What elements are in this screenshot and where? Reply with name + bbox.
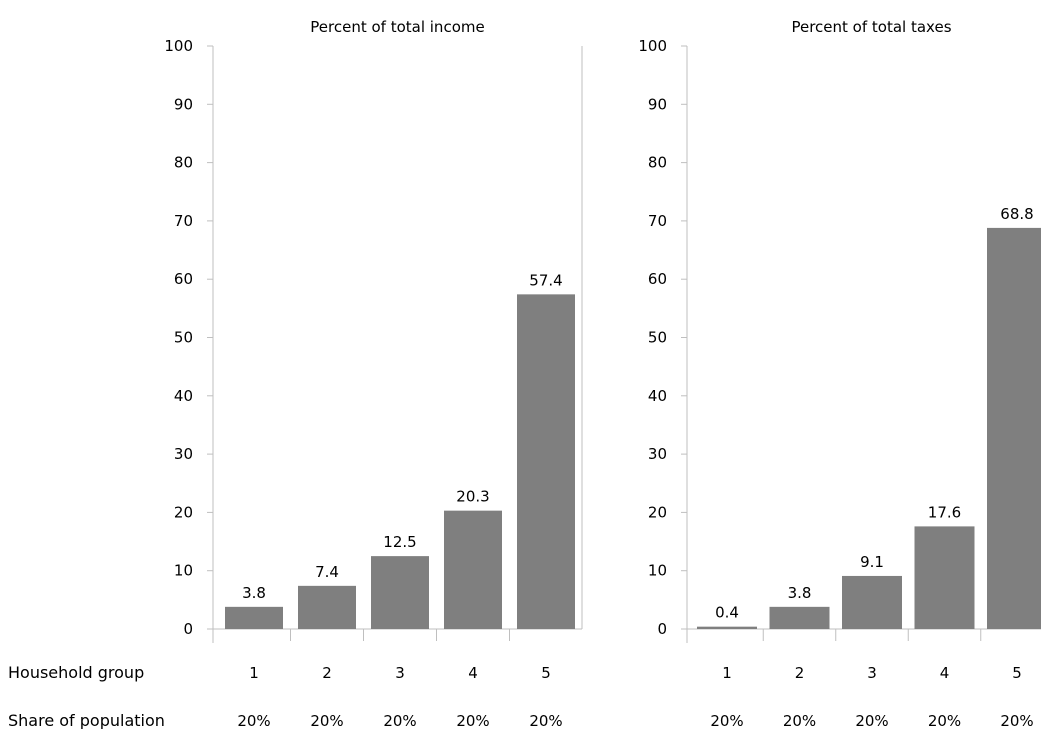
category-label: 5: [541, 664, 551, 682]
row-label-share-of-population: Share of population: [8, 711, 165, 729]
y-tick-label: 80: [648, 154, 667, 172]
share-label: 20%: [783, 712, 816, 729]
data-label: 9.1: [860, 553, 884, 571]
share-label: 20%: [710, 712, 743, 729]
y-tick-label: 90: [648, 95, 667, 113]
bar: [444, 510, 502, 629]
chart-title: Percent of total taxes: [791, 18, 951, 36]
category-label: 2: [322, 664, 332, 682]
bar: [371, 556, 429, 629]
data-label: 12.5: [383, 533, 416, 551]
bar: [517, 294, 575, 629]
row-label-household-group: Household group: [8, 663, 144, 682]
share-label: 20%: [855, 712, 888, 729]
y-tick-label: 70: [174, 212, 193, 230]
data-label: 7.4: [315, 563, 339, 581]
charts-group: Percent of total income01020304050607080…: [164, 18, 1041, 729]
y-tick-label: 50: [648, 329, 667, 347]
share-label: 20%: [237, 712, 270, 729]
data-label: 3.8: [788, 584, 812, 602]
y-tick-label: 50: [174, 329, 193, 347]
bar: [914, 526, 975, 629]
category-label: 5: [1012, 664, 1022, 682]
y-tick-label: 0: [657, 620, 667, 638]
share-label: 20%: [383, 712, 416, 729]
y-tick-label: 0: [183, 620, 193, 638]
share-label: 20%: [456, 712, 489, 729]
bar: [298, 585, 356, 629]
y-tick-label: 10: [648, 562, 667, 580]
bar: [225, 606, 283, 629]
chart-1: Percent of total income 0 10 20 30 40 50 60 70 80…: [164, 18, 583, 729]
category-label: 2: [795, 664, 805, 682]
y-tick-label: 90: [174, 95, 193, 113]
category-label: 3: [395, 664, 405, 682]
data-label: 57.4: [529, 271, 562, 289]
y-tick-label: 100: [638, 37, 667, 55]
y-tick-label: 40: [174, 387, 193, 405]
y-tick-label: 10: [174, 562, 193, 580]
y-tick-label: 60: [174, 270, 193, 288]
chart-title: Percent of total income: [310, 18, 484, 36]
y-tick-label: 60: [648, 270, 667, 288]
y-tick-label: 30: [174, 445, 193, 463]
category-label: 1: [722, 664, 732, 682]
bar: [697, 626, 757, 629]
data-label: 68.8: [1000, 205, 1033, 223]
data-label: 3.8: [242, 584, 266, 602]
bar: [987, 227, 1041, 629]
y-tick-label: 100: [164, 37, 193, 55]
y-tick-label: 20: [648, 503, 667, 521]
bar: [842, 575, 902, 629]
bar: [769, 606, 830, 629]
category-label: 4: [940, 664, 950, 682]
category-label: 4: [468, 664, 478, 682]
share-label: 20%: [928, 712, 961, 729]
data-label: 0.4: [715, 604, 739, 622]
chart-2: Percent of total taxes 0 10 20 30 40 50 60 70 80 9…: [638, 18, 1041, 729]
y-tick-label: 30: [648, 445, 667, 463]
category-label: 1: [249, 664, 259, 682]
y-tick-label: 70: [648, 212, 667, 230]
category-label: 3: [867, 664, 877, 682]
data-label: 20.3: [456, 488, 489, 506]
share-label: 20%: [529, 712, 562, 729]
y-tick-label: 40: [648, 387, 667, 405]
share-label: 20%: [310, 712, 343, 729]
data-label: 17.6: [928, 503, 961, 521]
y-tick-label: 80: [174, 154, 193, 172]
y-tick-label: 20: [174, 503, 193, 521]
share-label: 20%: [1000, 712, 1033, 729]
